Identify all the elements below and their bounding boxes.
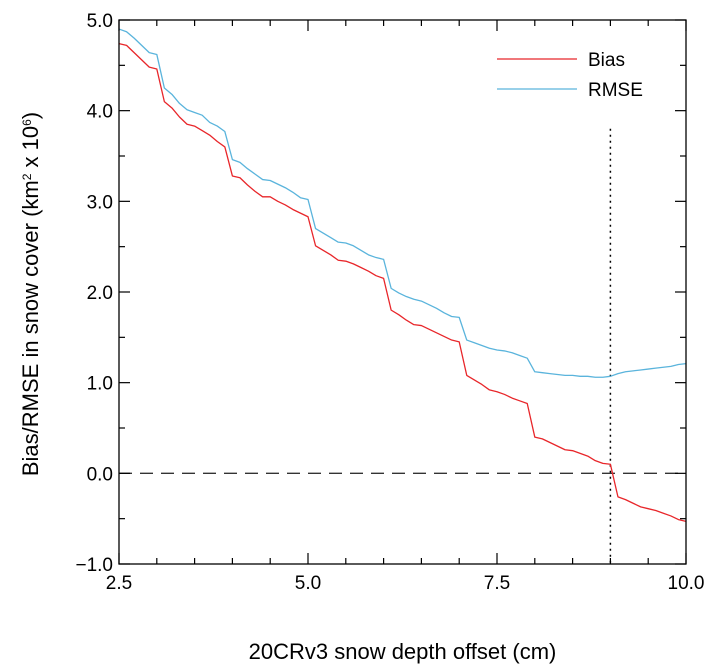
legend: Bias RMSE [497, 50, 643, 101]
rmse-series-line [118, 28, 687, 378]
bias-series-line [118, 42, 687, 523]
x-tick-label: 2.5 [106, 573, 132, 594]
y-tick-label: 1.0 [87, 374, 113, 395]
y-tick-label: 3.0 [87, 192, 113, 213]
y-tick-label: −1.0 [75, 555, 113, 576]
x-tick-label: 7.5 [484, 573, 510, 594]
rmse-legend-label: RMSE [588, 80, 643, 101]
y-axis-title: Bias/RMSE in snow cover (km2 x 106) [18, 112, 43, 476]
x-axis-title: 20CRv3 snow depth offset (cm) [249, 639, 557, 664]
x-tick-label: 5.0 [295, 573, 321, 594]
x-tick-label: 10.0 [668, 573, 705, 594]
y-tick-label: 4.0 [87, 102, 113, 123]
y-tick-label: 5.0 [87, 11, 113, 32]
y-tick-label: 0.0 [87, 464, 113, 485]
bias-legend-label: Bias [588, 50, 625, 71]
y-tick-label: 2.0 [87, 283, 113, 304]
plot-frame [118, 19, 687, 565]
